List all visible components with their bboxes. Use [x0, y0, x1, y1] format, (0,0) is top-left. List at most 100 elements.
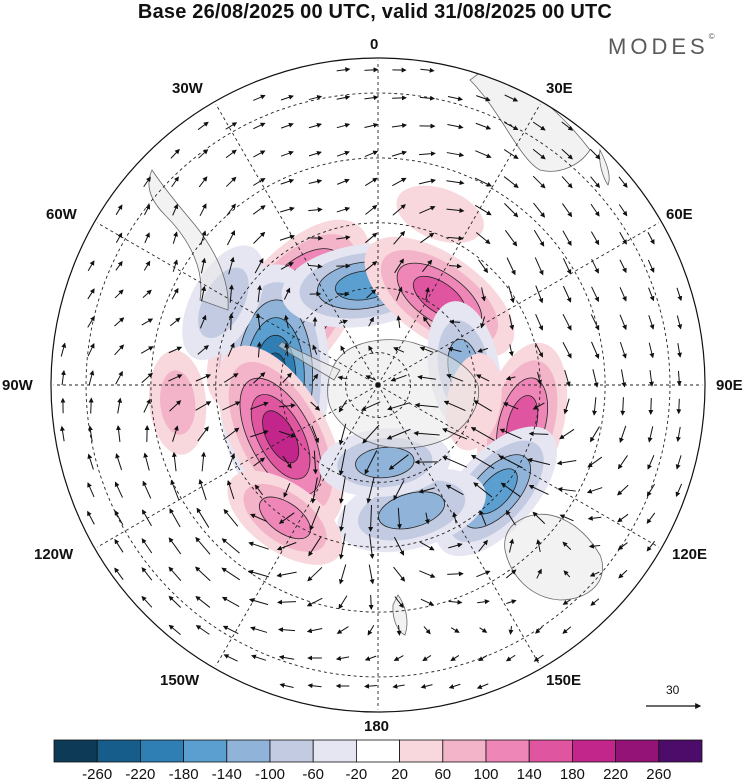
wind-arrow — [393, 566, 406, 582]
wind-arrow — [312, 373, 319, 382]
colorbar-tick-label: 220 — [603, 766, 629, 783]
wind-arrow — [365, 260, 378, 271]
wind-arrow — [279, 234, 296, 241]
wind-arrow — [143, 260, 151, 271]
wind-arrow — [391, 150, 407, 157]
wind-arrow — [535, 313, 544, 331]
wind-arrow — [535, 342, 543, 358]
wind-arrow — [307, 683, 322, 689]
wind-arrow — [280, 262, 294, 270]
wind-arrow — [646, 540, 656, 552]
wind-arrow — [620, 369, 627, 388]
wind-arrow — [619, 287, 627, 302]
wind-arrow — [508, 314, 515, 331]
wind-arrow — [479, 627, 488, 633]
colorbar-tick-label: -140 — [211, 766, 242, 783]
wind-arrow — [675, 426, 681, 443]
lon-label-60e: 60E — [666, 206, 693, 223]
wind-arrow — [533, 202, 546, 218]
wind-arrow — [200, 257, 207, 274]
wind-arrow — [276, 542, 297, 551]
wind-arrow — [88, 397, 94, 414]
colorbar-tick-label: 100 — [473, 766, 499, 783]
wind-arrow — [308, 207, 323, 213]
wind-arrow — [648, 342, 655, 359]
wind-arrow — [336, 235, 351, 241]
wind-arrow — [308, 263, 323, 269]
wind-arrow — [420, 67, 435, 73]
wind-arrow — [506, 257, 516, 276]
wind-arrow — [386, 428, 411, 440]
latitude-circle — [150, 157, 606, 613]
colorbar-segment — [442, 739, 487, 763]
wind-arrow — [393, 230, 406, 245]
wind-arrow — [338, 319, 348, 325]
wind-arrow — [447, 235, 464, 241]
wind-arrow — [280, 94, 294, 101]
wind-arrow — [339, 505, 346, 532]
wind-arrow — [282, 372, 292, 383]
wind-arrow — [473, 482, 493, 498]
wind-arrow — [419, 205, 436, 214]
wind-arrow — [393, 655, 404, 661]
wind-arrow — [559, 514, 574, 522]
wind-arrow — [225, 176, 237, 187]
wind-arrow — [588, 543, 601, 549]
wind-arrow — [478, 259, 489, 274]
wind-arrow — [442, 456, 468, 468]
wind-arrow — [648, 315, 655, 330]
wind-arrow — [362, 424, 380, 444]
wind-arrow — [424, 512, 430, 525]
wind-arrow — [222, 401, 241, 411]
wind-arrow — [171, 176, 179, 188]
wind-arrow — [114, 567, 124, 581]
wind-arrow — [508, 626, 514, 635]
wind-arrow — [140, 346, 154, 354]
wind-arrow — [114, 510, 124, 526]
wind-arrow — [532, 511, 546, 525]
wind-arrow — [364, 67, 379, 73]
wind-arrow — [590, 314, 600, 331]
wind-arrow — [418, 178, 436, 185]
wind-arrow — [617, 484, 629, 496]
wind-arrow — [60, 425, 65, 442]
wind-arrow — [226, 230, 236, 246]
lon-label-120w: 120W — [34, 546, 74, 563]
wind-arrow — [360, 401, 381, 411]
meridian-line — [96, 384, 379, 548]
wind-arrow — [257, 284, 262, 303]
wind-arrow — [559, 428, 575, 440]
wind-arrow — [619, 231, 627, 245]
wind-arrow — [499, 428, 522, 440]
anomaly-contour — [262, 410, 300, 464]
lon-label-150e: 150E — [546, 672, 582, 689]
wind-arrow — [619, 314, 627, 331]
wind-arrow — [536, 539, 542, 553]
wind-arrow — [253, 122, 266, 130]
wind-arrow — [675, 455, 682, 470]
wind-arrow — [590, 426, 600, 443]
wind-arrow — [364, 150, 379, 158]
wind-arrow — [387, 402, 411, 411]
wind-arrow — [394, 596, 404, 609]
wind-arrow — [587, 456, 603, 468]
wind-arrow — [277, 627, 296, 633]
wind-arrow — [312, 344, 318, 355]
lon-label-120e: 120E — [672, 546, 708, 563]
anomaly-contour — [355, 446, 415, 479]
wind-arrow — [675, 483, 683, 498]
wind-arrow — [527, 457, 550, 466]
wind-arrow — [474, 177, 492, 187]
wind-arrow — [648, 397, 654, 415]
wind-arrow — [253, 372, 266, 384]
wind-arrow — [338, 533, 346, 560]
colorbar-segment — [658, 739, 703, 763]
wind-arrow — [563, 398, 570, 415]
wind-arrow — [308, 179, 323, 184]
wind-arrow — [364, 122, 379, 129]
wind-arrow — [366, 289, 377, 299]
wind-arrow — [250, 626, 268, 633]
wind-arrow — [280, 150, 294, 157]
lon-label-90e: 90E — [716, 377, 743, 394]
wind-arrow — [168, 595, 182, 608]
